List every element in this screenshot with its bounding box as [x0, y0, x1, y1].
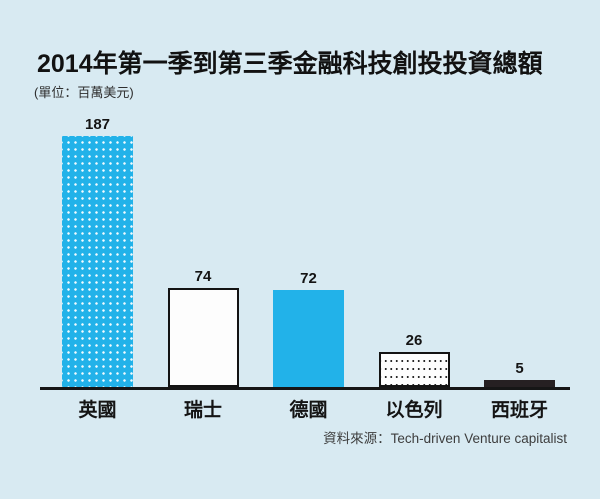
bar-value-label: 187: [84, 116, 111, 133]
unit-note: (單位：百萬美元): [34, 85, 134, 100]
bar-5: [484, 380, 555, 387]
bar-group-1: 187: [62, 117, 133, 387]
chart-title: 2014年第一季到第三季金融科技創投投資總額: [37, 50, 543, 78]
bar-1: [62, 136, 133, 387]
bar-value-label: 74: [194, 268, 212, 285]
bar-value-label: 72: [300, 270, 317, 287]
category-labels-row: 英國 瑞士 德國 以色列 西班牙: [62, 395, 555, 422]
bar-group-4: 26: [378, 332, 450, 387]
bar-group-3: 72: [273, 271, 344, 387]
bars-area: 187 74 72 26 5: [62, 97, 555, 387]
bar-3: [273, 290, 344, 387]
bar-group-2: 74: [167, 268, 239, 387]
bar-value-label: 26: [405, 332, 423, 349]
category-label-2: 瑞士: [183, 400, 222, 421]
category-label-5: 西班牙: [490, 400, 548, 421]
category-label-3: 德國: [289, 400, 328, 421]
category-label-4: 以色列: [385, 400, 443, 421]
bar-4: [378, 352, 450, 387]
bar-group-5: 5: [484, 361, 555, 387]
x-axis-line: [40, 387, 570, 390]
bar-value-label: 5: [515, 360, 524, 377]
source-note: 資料來源：Tech-driven Venture capitalist: [323, 431, 567, 446]
category-label-1: 英國: [78, 400, 117, 421]
bar-2: [167, 288, 239, 387]
